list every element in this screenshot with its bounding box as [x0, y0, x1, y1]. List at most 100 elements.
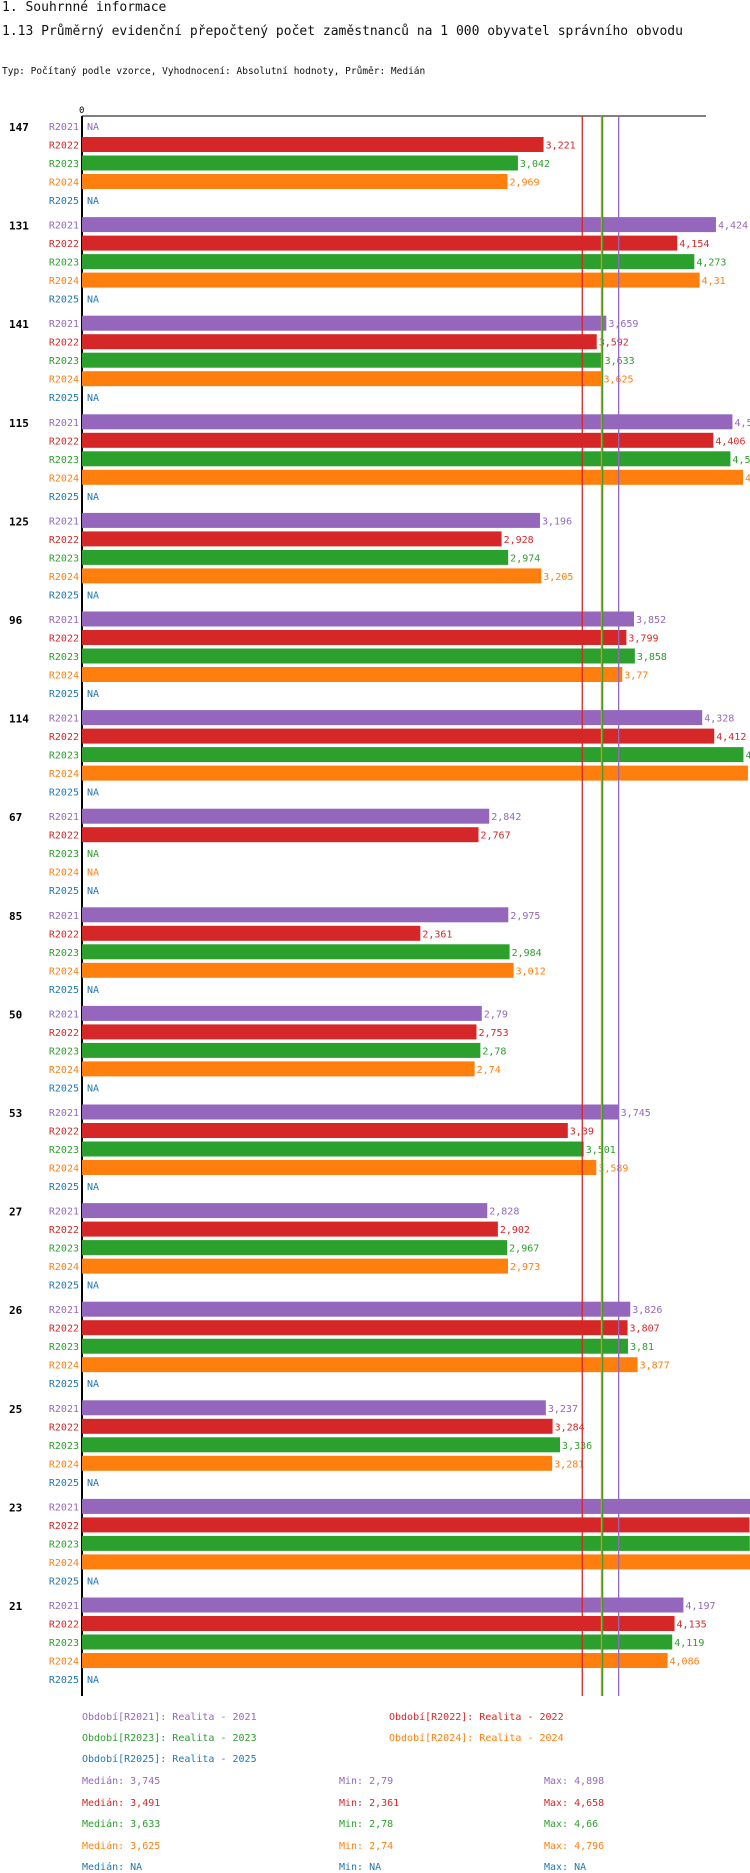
na-label: NA: [87, 1182, 99, 1193]
bar-R2023: [82, 1536, 750, 1551]
bar-R2024: [82, 1061, 475, 1076]
series-tick-label: R2023: [49, 1342, 79, 1353]
bar-R2022: [82, 926, 420, 941]
bar-R2024: [82, 766, 748, 781]
bar-R2023: [82, 747, 743, 762]
group-label: 25: [9, 1403, 22, 1416]
series-tick-label: R2024: [49, 966, 79, 977]
data-label: 3,196: [542, 516, 572, 527]
series-tick-label: R2024: [49, 1657, 79, 1668]
series-tick-label: R2025: [49, 1576, 79, 1587]
series-tick-label: R2022: [49, 1225, 79, 1236]
series-tick-label: R2024: [49, 473, 79, 484]
data-label: 4,135: [677, 1620, 707, 1631]
bar-R2021: [82, 1006, 482, 1021]
series-tick-label: R2023: [49, 948, 79, 959]
series-tick-label: R2025: [49, 985, 79, 996]
series-tick-label: R2024: [49, 1164, 79, 1175]
bar-R2022: [82, 1320, 628, 1335]
data-label: 4,412: [716, 732, 746, 743]
series-tick-label: R2022: [49, 634, 79, 645]
na-label: NA: [87, 868, 99, 879]
data-label: 3,012: [516, 966, 546, 977]
data-label: 2,842: [491, 812, 521, 823]
series-tick-label: R2023: [49, 1638, 79, 1649]
na-label: NA: [87, 122, 99, 133]
series-tick-label: R2024: [49, 276, 79, 287]
stat-min: Min: 2,79: [339, 1776, 393, 1787]
series-tick-label: R2023: [49, 553, 79, 564]
series-tick-label: R2021: [49, 1404, 79, 1415]
series-tick-label: R2023: [49, 356, 79, 367]
data-label: 2,361: [422, 929, 452, 940]
series-tick-label: R2021: [49, 1502, 79, 1513]
bar-R2022: [82, 827, 479, 842]
bar-R2024: [82, 470, 743, 485]
bar-R2021: [82, 217, 716, 232]
series-tick-label: R2025: [49, 1083, 79, 1094]
data-label: 4,406: [715, 436, 745, 447]
stat-max: Max: 4,898: [544, 1776, 604, 1787]
series-tick-label: R2021: [49, 615, 79, 626]
na-label: NA: [87, 1281, 99, 1292]
series-tick-label: R2023: [49, 1145, 79, 1156]
stat-min: Min: NA: [339, 1862, 381, 1873]
data-label: 3,826: [632, 1305, 662, 1316]
bar-R2024: [82, 1554, 750, 1569]
series-tick-label: R2022: [49, 1620, 79, 1631]
stat-max: Max: 4,658: [544, 1798, 604, 1809]
bar-R2022: [82, 729, 714, 744]
bar-R2023: [82, 1142, 584, 1157]
legend-item: Období[R2021]: Realita - 2021: [82, 1712, 257, 1723]
legend-item: Období[R2025]: Realita - 2025: [82, 1754, 257, 1765]
bar-R2023: [82, 1635, 672, 1650]
bar-R2021: [82, 809, 489, 824]
data-label: 4,273: [696, 258, 726, 269]
data-label: 4,31: [702, 276, 726, 287]
series-tick-label: R2022: [49, 535, 79, 546]
bar-R2022: [82, 1419, 553, 1434]
bar-R2021: [82, 414, 732, 429]
legend-item: Období[R2023]: Realita - 2023: [82, 1733, 257, 1744]
series-tick-label: R2021: [49, 1207, 79, 1218]
x-tick-label-zero: 0: [79, 106, 84, 116]
bar-R2024: [82, 963, 514, 978]
data-label: 4,154: [679, 239, 709, 250]
na-label: NA: [87, 689, 99, 700]
series-tick-label: R2025: [49, 886, 79, 897]
series-tick-label: R2022: [49, 1422, 79, 1433]
series-tick-label: R2023: [49, 1046, 79, 1057]
bar-R2024: [82, 1160, 596, 1175]
bar-R2021: [82, 1105, 619, 1120]
data-label: 2,975: [510, 911, 540, 922]
bar-R2022: [82, 334, 597, 349]
series-tick-label: R2025: [49, 689, 79, 700]
data-label: 3,877: [640, 1361, 670, 1372]
series-tick-label: R2021: [49, 812, 79, 823]
group-label: 85: [9, 910, 22, 923]
na-label: NA: [87, 985, 99, 996]
data-label: 4,613: [745, 473, 750, 484]
stat-median: Medián: 3,625: [82, 1841, 160, 1852]
series-tick-label: R2021: [49, 319, 79, 330]
data-label: 3,77: [624, 671, 648, 682]
series-tick-label: R2025: [49, 1478, 79, 1489]
data-label: 4,539: [734, 418, 750, 429]
bar-R2023: [82, 156, 518, 171]
stat-median: Medián: 3,491: [82, 1798, 160, 1809]
data-label: 2,79: [484, 1009, 508, 1020]
data-label: 3,284: [555, 1422, 585, 1433]
data-label: 4,086: [670, 1657, 700, 1668]
series-tick-label: R2022: [49, 436, 79, 447]
stat-median: Medián: 3,633: [82, 1819, 160, 1830]
bar-R2023: [82, 1240, 507, 1255]
bar-R2024: [82, 174, 507, 189]
series-tick-label: R2024: [49, 1459, 79, 1470]
data-label: 3,81: [630, 1342, 654, 1353]
data-label: 2,828: [489, 1207, 519, 1218]
na-label: NA: [87, 590, 99, 601]
bar-R2024: [82, 1456, 552, 1471]
series-tick-label: R2021: [49, 1108, 79, 1119]
bar-R2024: [82, 1259, 508, 1274]
group-label: 115: [9, 417, 29, 430]
